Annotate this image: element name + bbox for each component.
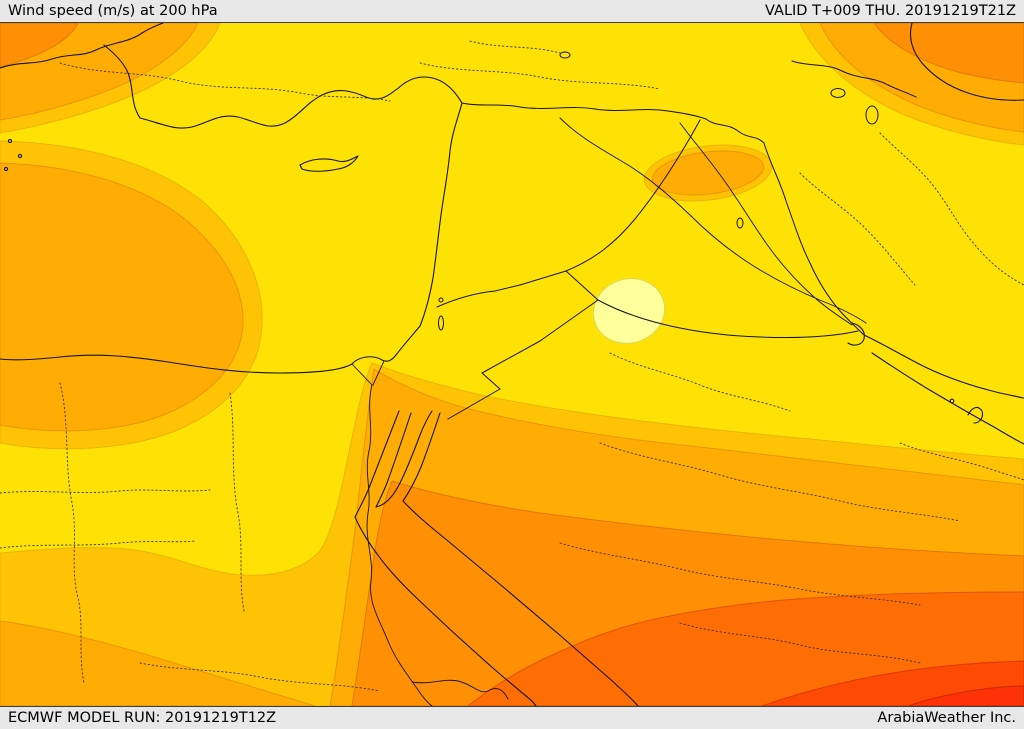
dotted-egypt-libya	[59, 382, 85, 684]
persian-gulf-coast-iran	[863, 334, 1024, 399]
dotted-saudi-1	[599, 442, 961, 522]
gulf-of-aqaba-red-sea-east-coast	[402, 412, 639, 706]
sea-of-galilee	[438, 297, 444, 303]
contour-fills	[0, 23, 1024, 706]
map-title: Wind speed (m/s) at 200 hPa	[8, 3, 218, 19]
province-borders-dotted	[0, 40, 1024, 692]
contour-patch-orange-southwest	[0, 620, 316, 706]
nile-river	[366, 384, 433, 706]
aegean-island-1	[7, 138, 13, 144]
dotted-egypt-horizontal-1	[0, 489, 211, 494]
lakes	[438, 51, 879, 331]
map-area	[0, 23, 1024, 706]
dotted-turkey-east	[419, 62, 661, 90]
model-run: ECMWF MODEL RUN: 20191219T12Z	[8, 710, 277, 726]
nile-delta-branch-west	[351, 363, 373, 386]
lake-van	[830, 88, 846, 98]
persian-gulf-coast-arabia	[871, 352, 1024, 445]
dotted-saudi-2	[559, 542, 921, 606]
nile-sudan-bend	[411, 679, 509, 700]
bahrain-island	[949, 398, 955, 404]
aegean-island-2	[17, 153, 23, 159]
lake-urmia	[865, 105, 879, 125]
gulf-of-suez-red-sea-west-coast	[354, 410, 537, 706]
credit: ArabiaWeather Inc.	[877, 710, 1016, 726]
lake-tuz	[559, 51, 571, 59]
dotted-egypt-horizontal-2	[0, 540, 196, 549]
dotted-anatolia-top	[469, 40, 561, 54]
mediterranean-levant-egypt-coast	[0, 76, 463, 374]
contour-pale-minimum	[592, 278, 666, 344]
header-bar: Wind speed (m/s) at 200 hPa VALID T+009 …	[0, 0, 1024, 23]
euphrates-river	[559, 117, 867, 324]
iraq-saudi-border	[597, 299, 859, 339]
jordan-iraq-border	[519, 270, 599, 301]
contour-band-deep-red	[907, 685, 1024, 706]
black-sea-coast	[0, 23, 164, 69]
dotted-saudi-3	[679, 622, 921, 664]
turkey-iraq-border	[705, 118, 765, 144]
dead-sea	[438, 315, 444, 331]
jordan-syria-border	[436, 284, 521, 308]
country-borders	[436, 60, 917, 420]
jordan-saudi-border-zigzag	[447, 299, 599, 420]
caspian-sea-south-coast	[909, 23, 1024, 101]
caucasus-borders	[791, 60, 917, 98]
nile-delta-branch-east	[372, 360, 385, 386]
contour-topright-core	[873, 23, 1024, 84]
iran-iraq-border	[763, 142, 865, 336]
wind-speed-map	[0, 23, 1024, 706]
kuwait-bay	[847, 322, 865, 346]
aegean-turkey-west-coast	[103, 44, 141, 119]
dotted-sudan	[139, 662, 381, 692]
contour-iraq-ellipse	[651, 150, 765, 196]
sinai-south-coast	[375, 410, 433, 508]
coastlines	[0, 23, 1024, 706]
aegean-island-3	[3, 166, 9, 172]
dotted-turkey-west	[59, 62, 391, 102]
dotted-iraq-south	[609, 352, 791, 412]
turkey-syria-border	[461, 102, 707, 120]
dotted-egypt-vertical	[229, 392, 245, 612]
tigris-river	[679, 122, 853, 326]
rivers	[351, 117, 867, 706]
cyprus-island	[299, 155, 359, 172]
footer-bar: ECMWF MODEL RUN: 20191219T12Z ArabiaWeat…	[0, 706, 1024, 729]
dotted-iran-1	[879, 132, 1024, 286]
lake-tharthar	[736, 217, 744, 229]
dotted-gulf-states	[899, 442, 1024, 481]
contour-topleft-core	[0, 23, 79, 68]
valid-time: VALID T+009 THU. 20191219T21Z	[765, 3, 1016, 19]
qatar-peninsula	[967, 406, 984, 424]
syria-iraq-border	[565, 119, 701, 272]
